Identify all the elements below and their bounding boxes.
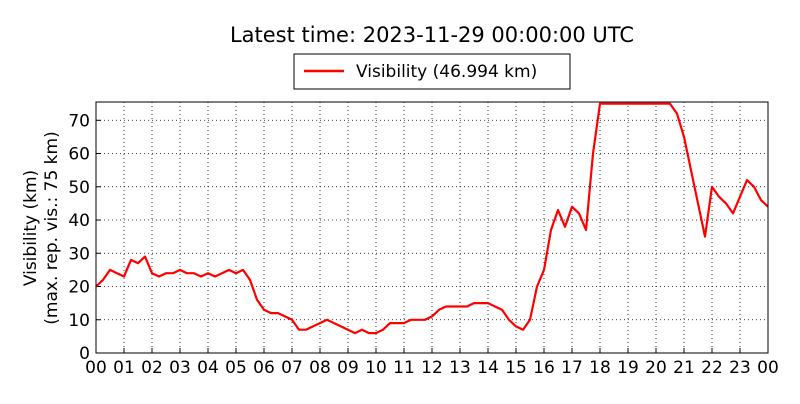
x-tick-label: 12 bbox=[421, 358, 443, 378]
x-tick-label: 18 bbox=[589, 358, 611, 378]
x-tick-label: 19 bbox=[617, 358, 639, 378]
x-tick-label: 05 bbox=[225, 358, 247, 378]
y-axis-label: Visibility (km) bbox=[21, 170, 41, 286]
x-tick-label: 08 bbox=[309, 358, 331, 378]
x-tick-label: 02 bbox=[141, 358, 163, 378]
data-line bbox=[95, 102, 769, 335]
x-tick-label: 14 bbox=[477, 358, 499, 378]
x-tick-label: 16 bbox=[533, 358, 555, 378]
chart-title: Latest time: 2023-11-29 00:00:00 UTC bbox=[230, 23, 634, 47]
y-tick-label: 20 bbox=[68, 278, 90, 298]
y-axis-label: (max. rep. vis.: 75 km) bbox=[42, 131, 62, 324]
x-tick-label: 03 bbox=[169, 358, 191, 378]
y-tick-label: 70 bbox=[68, 111, 90, 131]
x-tick-label: 09 bbox=[337, 358, 359, 378]
x-tick-label: 04 bbox=[197, 358, 219, 378]
y-tick-label: 10 bbox=[68, 311, 90, 331]
plot-frame bbox=[95, 101, 769, 354]
legend-label: Visibility (46.994 km) bbox=[356, 62, 537, 82]
x-tick-label: 17 bbox=[561, 358, 583, 378]
x-tick-label: 20 bbox=[645, 358, 667, 378]
x-tick-label: 13 bbox=[449, 358, 471, 378]
y-tick-label: 0 bbox=[79, 344, 90, 364]
y-tick-label: 60 bbox=[68, 145, 90, 165]
y-tick-label: 40 bbox=[68, 211, 90, 231]
y-tick-label: 50 bbox=[68, 178, 90, 198]
x-tick-label: 07 bbox=[281, 358, 303, 378]
x-tick-label: 23 bbox=[729, 358, 751, 378]
x-tick-label: 15 bbox=[505, 358, 527, 378]
x-tick-label: 00 bbox=[757, 358, 779, 378]
x-tick-label: 22 bbox=[701, 358, 723, 378]
x-tick-label: 00 bbox=[85, 358, 107, 378]
x-tick-label: 21 bbox=[673, 358, 695, 378]
x-tick-label: 01 bbox=[113, 358, 135, 378]
y-tick-label: 30 bbox=[68, 244, 90, 264]
x-tick-label: 11 bbox=[393, 358, 415, 378]
x-tick-label: 06 bbox=[253, 358, 275, 378]
x-tick-label: 10 bbox=[365, 358, 387, 378]
